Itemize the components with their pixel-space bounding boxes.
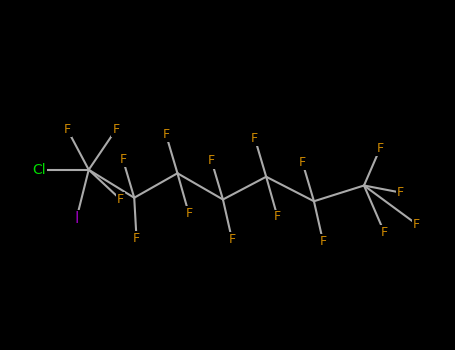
Text: Cl: Cl — [32, 163, 46, 177]
Text: F: F — [397, 186, 404, 199]
Text: F: F — [64, 123, 71, 136]
Text: F: F — [228, 233, 236, 246]
Text: F: F — [381, 226, 388, 239]
Text: I: I — [74, 211, 79, 226]
Text: F: F — [185, 207, 192, 220]
Text: F: F — [208, 154, 215, 168]
Text: F: F — [162, 128, 170, 141]
Text: F: F — [299, 156, 306, 169]
Text: F: F — [133, 231, 140, 245]
Text: F: F — [376, 142, 384, 155]
Text: F: F — [274, 210, 281, 224]
Text: F: F — [117, 193, 124, 206]
Text: F: F — [112, 123, 120, 136]
Text: F: F — [251, 132, 258, 145]
Text: F: F — [119, 153, 126, 166]
Text: F: F — [413, 217, 420, 231]
Text: F: F — [319, 235, 327, 248]
